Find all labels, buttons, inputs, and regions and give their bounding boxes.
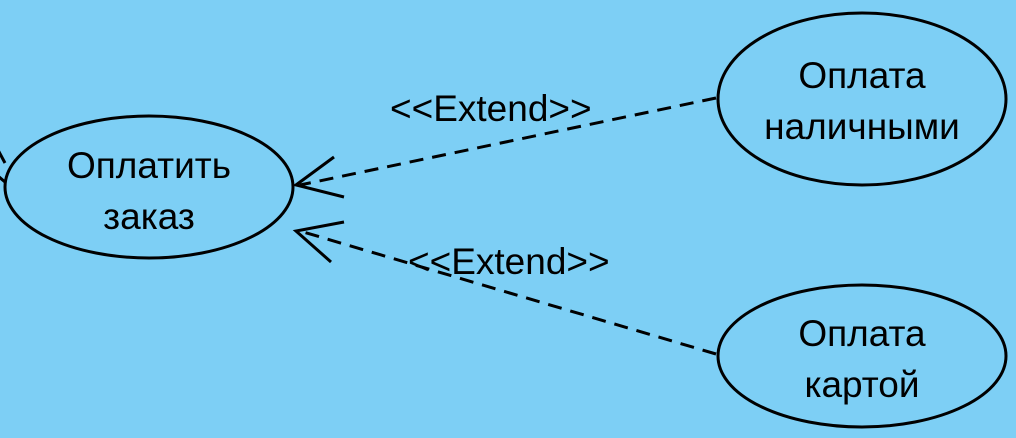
- use-case-pay-cash-shape: [716, 11, 1008, 187]
- extend-label-card: <<Extend>>: [408, 241, 610, 282]
- extend-line-cash: [299, 96, 717, 187]
- extend-arrowhead-card: [292, 220, 345, 264]
- use-case-pay-order-line2: заказ: [103, 196, 195, 237]
- offscreen-association-tip: [0, 150, 7, 184]
- use-case-pay-cash-line2: наличными: [764, 106, 960, 147]
- use-case-pay-card-line2: картой: [804, 364, 919, 405]
- extend-arrowhead-cash: [292, 155, 345, 199]
- extend-label-cash: <<Extend>>: [390, 88, 592, 129]
- use-case-pay-card[interactable]: Оплата картой: [716, 283, 1008, 429]
- use-case-pay-card-shape: [716, 283, 1008, 429]
- use-case-pay-order-line1: Оплатить: [67, 145, 231, 186]
- extend-relation-cash: [292, 96, 717, 199]
- extend-line-card: [299, 229, 717, 356]
- use-case-pay-order[interactable]: Оплатить заказ: [3, 114, 295, 260]
- use-case-pay-cash-line1: Оплата: [798, 55, 926, 96]
- use-case-pay-cash[interactable]: Оплата наличными: [716, 11, 1008, 187]
- extend-relation-card: [292, 220, 717, 356]
- use-case-pay-card-line1: Оплата: [798, 313, 926, 354]
- use-case-pay-order-shape: [3, 114, 295, 260]
